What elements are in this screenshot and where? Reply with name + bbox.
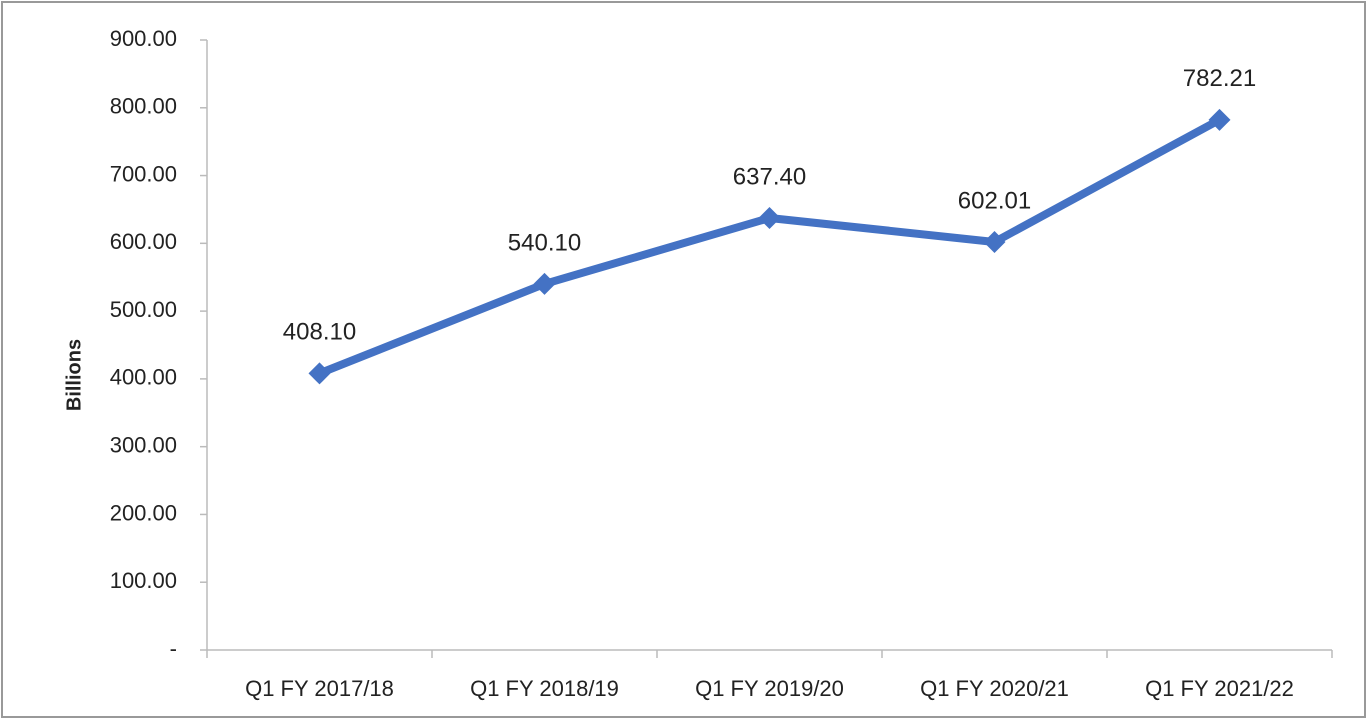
data-label: 540.10 [508, 229, 581, 256]
y-tick-label: 100.00 [110, 568, 177, 593]
marker [533, 272, 556, 295]
marker [1208, 108, 1231, 131]
y-tick-label: 700.00 [110, 161, 177, 186]
y-axis-label: Billions [63, 339, 85, 411]
y-tick-label: - [170, 636, 177, 661]
x-tick-label: Q1 FY 2018/19 [470, 676, 619, 701]
y-tick-label: 300.00 [110, 432, 177, 457]
marker [758, 206, 781, 229]
x-tick-label: Q1 FY 2020/21 [920, 676, 1069, 701]
y-tick-label: 500.00 [110, 297, 177, 322]
data-label: 602.01 [958, 187, 1031, 214]
data-label: 782.21 [1183, 65, 1256, 92]
x-tick-label: Q1 FY 2021/22 [1145, 676, 1294, 701]
data-label: 408.10 [283, 319, 356, 346]
marker [983, 230, 1006, 253]
y-tick-label: 900.00 [110, 26, 177, 51]
y-tick-label: 600.00 [110, 229, 177, 254]
data-label: 637.40 [733, 163, 806, 190]
marker [308, 362, 331, 385]
y-tick-label: 200.00 [110, 500, 177, 525]
x-tick-label: Q1 FY 2019/20 [695, 676, 844, 701]
x-tick-label: Q1 FY 2017/18 [245, 676, 394, 701]
y-tick-label: 400.00 [110, 365, 177, 390]
y-tick-label: 800.00 [110, 94, 177, 119]
